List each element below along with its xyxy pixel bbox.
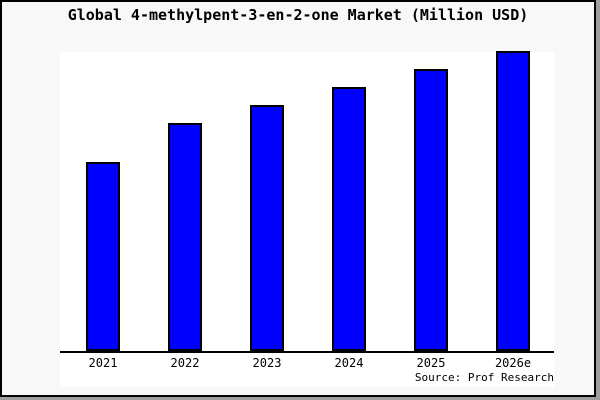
bars-container [60,51,554,353]
bar-2021 [86,162,120,351]
x-tick-label-2021: 2021 [88,356,118,370]
x-labels: 2021 2022 2023 2024 2025 2026e [60,353,554,370]
plot-panel: 2021 2022 2023 2024 2025 2026e Source: Prof R… [60,51,554,387]
bar-2026e [496,51,530,351]
x-tick-label-2025: 2025 [416,356,446,370]
x-tick-label-2022: 2022 [170,356,200,370]
x-tick-label-2026e: 2026e [494,356,532,370]
source-credit: Source: Prof Research [414,371,554,384]
bar-2025 [414,69,448,351]
bar-2023 [250,105,284,351]
chart-title: Global 4-methylpent-3-en-2-one Market (M… [67,6,529,24]
x-tick-label-2024: 2024 [334,356,364,370]
bar-2022 [168,123,202,351]
bar-2024 [332,87,366,351]
x-tick-label-2023: 2023 [252,356,282,370]
